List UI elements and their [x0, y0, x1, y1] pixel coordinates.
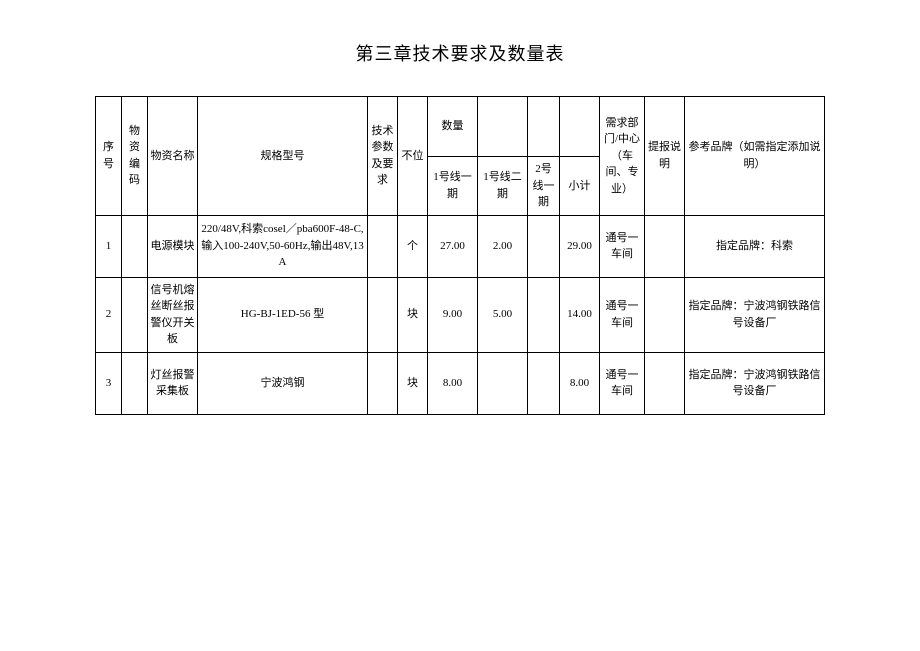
page-title: 第三章技术要求及数量表: [30, 40, 890, 66]
cell-q3: [528, 215, 560, 277]
header-row-1: 序号 物资编码 物资名称 规格型号 技术参数及要求 不位 数量 需求部门/中心（…: [96, 97, 825, 157]
cell-spec: 220/48V,科索cosel／pba600F-48-C,输入100-240V,…: [198, 215, 368, 277]
col-qty-b2: [528, 97, 560, 157]
cell-q1: 27.00: [428, 215, 478, 277]
subcol-subtotal: 小计: [560, 157, 600, 216]
table-row: 3 灯丝报警采集板 宁波鸿钢 块 8.00 8.00 通号一车间 指定品牌：宁波…: [96, 352, 825, 414]
cell-seq: 2: [96, 277, 122, 352]
col-seq: 序号: [96, 97, 122, 216]
subcol-l1p2: 1号线二期: [478, 157, 528, 216]
subcol-l1p1: 1号线一期: [428, 157, 478, 216]
col-code: 物资编码: [122, 97, 148, 216]
col-qty-b1: [478, 97, 528, 157]
cell-code: [122, 352, 148, 414]
cell-seq: 3: [96, 352, 122, 414]
cell-sub: 14.00: [560, 277, 600, 352]
table-row: 1 电源模块 220/48V,科索cosel／pba600F-48-C,输入10…: [96, 215, 825, 277]
col-name: 物资名称: [148, 97, 198, 216]
col-tech: 技术参数及要求: [368, 97, 398, 216]
cell-q2: 2.00: [478, 215, 528, 277]
cell-unit: 块: [398, 277, 428, 352]
cell-unit: 块: [398, 352, 428, 414]
cell-name: 信号机熔丝断丝报警仪开关板: [148, 277, 198, 352]
col-brand: 参考品牌（如需指定添加说明）: [685, 97, 825, 216]
table-row: 2 信号机熔丝断丝报警仪开关板 HG-BJ-1ED-56 型 块 9.00 5.…: [96, 277, 825, 352]
col-note: 提报说明: [645, 97, 685, 216]
cell-tech: [368, 352, 398, 414]
cell-brand: 指定品牌：科索: [685, 215, 825, 277]
cell-brand: 指定品牌：宁波鸿钢铁路信号设备厂: [685, 277, 825, 352]
subcol-l2p1: 2号线一期: [528, 157, 560, 216]
cell-sub: 8.00: [560, 352, 600, 414]
cell-seq: 1: [96, 215, 122, 277]
cell-brand: 指定品牌：宁波鸿钢铁路信号设备厂: [685, 352, 825, 414]
col-unit: 不位: [398, 97, 428, 216]
col-dept: 需求部门/中心（车间、专业）: [600, 97, 645, 216]
cell-note: [645, 277, 685, 352]
cell-code: [122, 215, 148, 277]
requirements-table: 序号 物资编码 物资名称 规格型号 技术参数及要求 不位 数量 需求部门/中心（…: [95, 96, 825, 415]
cell-tech: [368, 277, 398, 352]
col-spec: 规格型号: [198, 97, 368, 216]
cell-dept: 通号一车间: [600, 277, 645, 352]
cell-code: [122, 277, 148, 352]
col-qty: 数量: [428, 97, 478, 157]
cell-q2: 5.00: [478, 277, 528, 352]
cell-spec: HG-BJ-1ED-56 型: [198, 277, 368, 352]
cell-note: [645, 215, 685, 277]
cell-tech: [368, 215, 398, 277]
cell-q1: 8.00: [428, 352, 478, 414]
cell-dept: 通号一车间: [600, 352, 645, 414]
cell-q3: [528, 352, 560, 414]
cell-name: 灯丝报警采集板: [148, 352, 198, 414]
cell-name: 电源模块: [148, 215, 198, 277]
cell-note: [645, 352, 685, 414]
cell-q3: [528, 277, 560, 352]
cell-spec: 宁波鸿钢: [198, 352, 368, 414]
cell-q1: 9.00: [428, 277, 478, 352]
cell-q2: [478, 352, 528, 414]
cell-sub: 29.00: [560, 215, 600, 277]
cell-dept: 通号一车间: [600, 215, 645, 277]
cell-unit: 个: [398, 215, 428, 277]
col-qty-b3: [560, 97, 600, 157]
